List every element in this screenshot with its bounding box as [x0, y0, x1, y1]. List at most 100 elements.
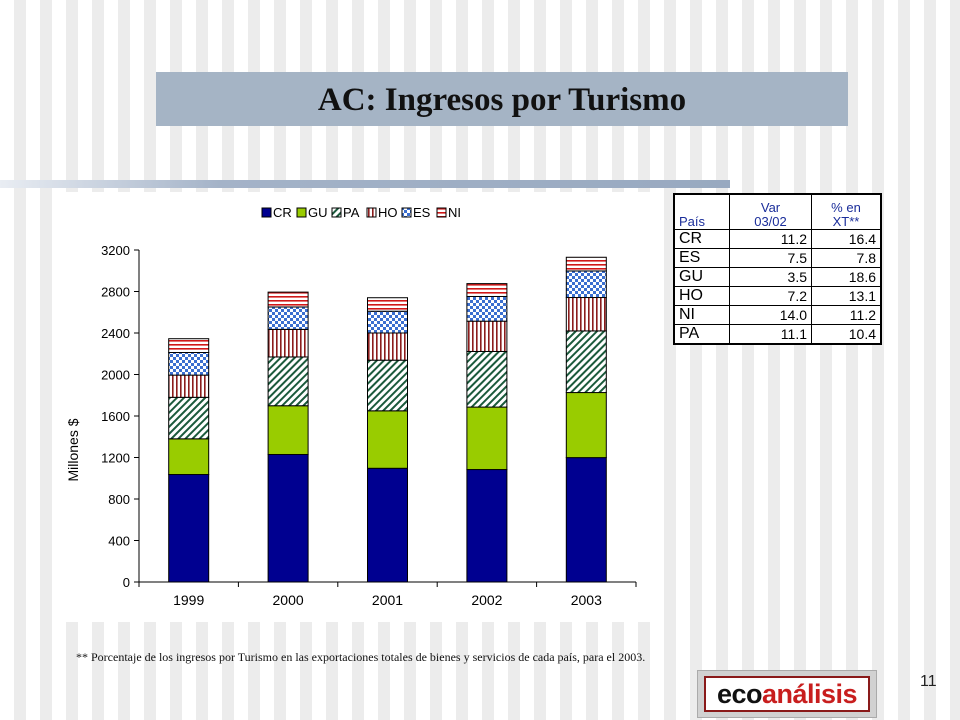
- y-axis-label: Millones $: [65, 418, 81, 481]
- row-var: 14.0: [729, 305, 812, 325]
- logo-box: ecoanálisis: [704, 676, 870, 712]
- row-pct: 10.4: [811, 324, 882, 345]
- bar-segment-ni-2001: [367, 297, 408, 312]
- table-row: GU 3.5 18.6: [673, 267, 882, 287]
- legend-swatch-cr: [261, 207, 272, 218]
- bar-segment-es-2001: [367, 310, 408, 334]
- y-tick-label: 3200: [101, 243, 130, 258]
- row-country: HO: [673, 286, 730, 306]
- header-pct-line2: XT**: [832, 214, 860, 229]
- table-row: PA 11.1 10.4: [673, 324, 882, 345]
- page-number: 11: [920, 673, 937, 690]
- bar-segment-gu-2002: [466, 406, 508, 471]
- header-country: País: [673, 193, 730, 230]
- legend-swatch-pa: [331, 207, 342, 218]
- x-tick-label: 2001: [372, 592, 403, 608]
- bar-segment-es-2003: [565, 270, 607, 299]
- legend-swatch-ni: [436, 207, 447, 218]
- x-tick-label: 2002: [471, 592, 502, 608]
- y-tick-label: 2800: [101, 285, 130, 300]
- row-var: 7.2: [729, 286, 812, 306]
- bar-segment-gu-2000: [267, 405, 309, 455]
- x-tick-label: 1999: [173, 592, 204, 608]
- bar-segment-ho-2000: [267, 328, 309, 358]
- bar-segment-ho-2002: [466, 320, 508, 352]
- bar-segment-pa-2002: [466, 350, 508, 408]
- bar-segment-es-2002: [466, 295, 508, 322]
- row-var: 7.5: [729, 248, 812, 268]
- bar-segment-cr-2002: [466, 469, 508, 583]
- x-tick-label: 2000: [273, 592, 304, 608]
- bar-segment-ho-2001: [367, 332, 408, 361]
- x-axis: 1999 2000 2001 2002 2003: [138, 581, 637, 608]
- header-pct: % en XT**: [811, 193, 882, 230]
- row-country: GU: [673, 267, 730, 287]
- row-pct: 7.8: [811, 248, 882, 268]
- bar-segment-gu-2003: [565, 392, 607, 459]
- bar-segment-ni-1999: [168, 338, 210, 354]
- legend-label-ni: NI: [448, 205, 461, 220]
- table-row: CR 11.2 16.4: [673, 229, 882, 249]
- legend-swatch-ho: [366, 207, 377, 218]
- row-pct: 16.4: [811, 229, 882, 249]
- bar-segment-cr-2003: [565, 457, 607, 583]
- header-var: Var 03/02: [729, 193, 812, 230]
- header-var-line2: 03/02: [754, 214, 787, 229]
- bar-segment-cr-2001: [367, 467, 408, 583]
- ecoanalisis-logo: ecoanálisis: [697, 670, 877, 718]
- legend-label-es: ES: [413, 205, 431, 220]
- row-country: CR: [673, 229, 730, 249]
- chart-background: [56, 192, 656, 622]
- y-tick-label: 0: [123, 575, 130, 590]
- tourism-revenue-chart: CR GU PA HO ES NI 0 400 800 1200 1600 2000 2400 2800…: [56, 192, 656, 622]
- row-country: PA: [673, 324, 730, 345]
- logo-text-eco: eco: [716, 679, 763, 709]
- legend-swatch-es: [401, 207, 412, 218]
- row-var: 3.5: [729, 267, 812, 287]
- row-country: NI: [673, 305, 730, 325]
- bar-segment-pa-2001: [367, 359, 408, 412]
- legend-label-cr: CR: [273, 205, 292, 220]
- legend-swatch-gu: [296, 207, 307, 218]
- header-rule: [0, 180, 730, 188]
- row-var: 11.1: [729, 324, 812, 345]
- bar-segment-gu-2001: [367, 410, 408, 469]
- y-tick-label: 1200: [101, 451, 130, 466]
- country-variation-table: País Var 03/02 % en XT** CR 11.2 16.4 ES…: [673, 193, 882, 345]
- bar-segment-pa-2000: [267, 356, 309, 407]
- header-pct-line1: % en: [831, 200, 861, 215]
- bar-segment-ho-2003: [565, 297, 607, 332]
- row-pct: 13.1: [811, 286, 882, 306]
- y-tick-label: 2400: [101, 326, 130, 341]
- bar-segment-es-2000: [267, 306, 309, 330]
- bar-segment-ho-1999: [168, 374, 210, 398]
- bar-segment-cr-2000: [267, 453, 309, 583]
- row-pct: 11.2: [811, 305, 882, 325]
- legend-label-ho: HO: [378, 205, 398, 220]
- title-band: [156, 72, 848, 126]
- table-row: ES 7.5 7.8: [673, 248, 882, 268]
- y-tick-label: 2000: [101, 368, 130, 383]
- chart-bars: [168, 256, 607, 583]
- row-pct: 18.6: [811, 267, 882, 287]
- logo-text-analisis: análisis: [761, 679, 858, 709]
- chart-legend: CR GU PA HO ES NI: [261, 205, 461, 220]
- bar-segment-cr-1999: [168, 474, 210, 583]
- y-tick-label: 400: [108, 534, 130, 549]
- table-row: HO 7.2 13.1: [673, 286, 882, 306]
- slide-title: AC: Ingresos por Turismo: [317, 82, 687, 118]
- bar-segment-ni-2003: [565, 256, 607, 272]
- y-axis: 0 400 800 1200 1600 2000 2400 2800 3200: [101, 243, 140, 590]
- y-tick-label: 1600: [101, 409, 130, 424]
- table-header-row: País Var 03/02 % en XT**: [673, 193, 882, 230]
- row-country: ES: [673, 248, 730, 268]
- row-var: 11.2: [729, 229, 812, 249]
- bar-segment-pa-2003: [565, 330, 607, 394]
- legend-label-gu: GU: [308, 205, 328, 220]
- x-tick-label: 2003: [571, 592, 602, 608]
- footnote: ** Porcentaje de los ingresos por Turism…: [76, 650, 646, 664]
- bar-segment-ni-2002: [466, 283, 508, 297]
- header-var-line1: Var: [760, 200, 781, 215]
- bar-segment-ni-2000: [267, 291, 309, 308]
- legend-label-pa: PA: [343, 205, 360, 220]
